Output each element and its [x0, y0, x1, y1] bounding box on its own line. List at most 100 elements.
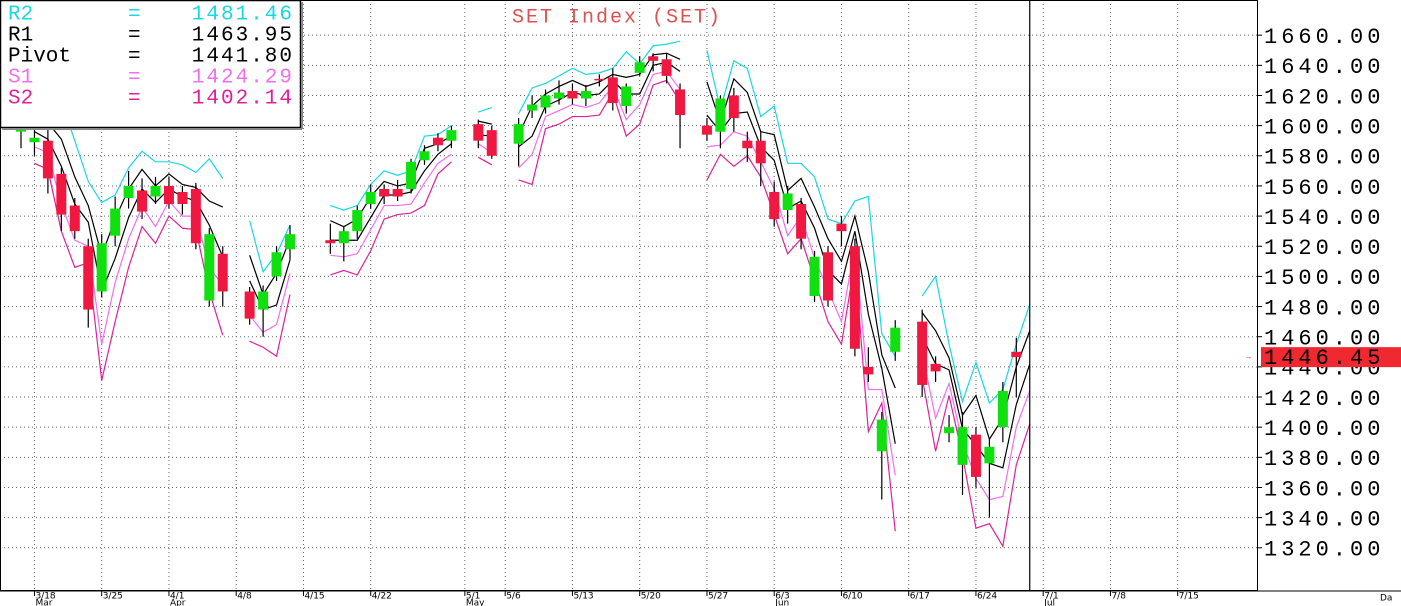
x-tick-label: 6/10	[842, 592, 862, 602]
candle-body	[137, 190, 147, 211]
legend-name: S1	[8, 67, 33, 90]
candle-body	[56, 174, 66, 215]
candle-body	[541, 95, 551, 107]
month-label: Apr	[170, 599, 186, 606]
x-tick-label: 4/8	[237, 592, 252, 602]
candle-body	[339, 231, 349, 243]
candle-body	[191, 189, 201, 243]
x-tick-label: 4/15	[304, 592, 324, 602]
candle-body	[70, 206, 80, 232]
candle-body	[715, 98, 725, 131]
candle-body	[581, 91, 591, 99]
y-tick-label: 1320.00	[1264, 538, 1384, 563]
legend-separator: =	[128, 25, 141, 48]
month-label: Mar	[35, 599, 52, 606]
month-label: Jul	[1043, 599, 1055, 606]
candle-body	[406, 162, 416, 189]
candle-body	[675, 89, 685, 115]
x-tick-label: 4/22	[372, 592, 392, 602]
candle-body	[756, 141, 766, 164]
month-label: May	[466, 599, 485, 606]
candle-body	[702, 126, 712, 135]
legend-separator: =	[128, 67, 141, 90]
candle-body	[285, 234, 295, 249]
candle-body	[110, 209, 120, 236]
candle-body	[971, 435, 981, 477]
candle-body	[931, 364, 941, 372]
candle-body	[998, 391, 1008, 427]
legend-separator: =	[128, 4, 141, 27]
candle-body	[473, 124, 483, 141]
x-tick-label: 5/13	[573, 592, 593, 602]
candle-body	[863, 367, 873, 375]
y-tick-label: 1580.00	[1264, 146, 1384, 171]
candle-body	[635, 62, 645, 73]
x-tick-label: 5/27	[708, 592, 728, 602]
x-tick-label: 7/8	[1111, 592, 1126, 602]
y-tick-label: 1640.00	[1264, 55, 1384, 80]
candle-body	[433, 138, 443, 146]
candle-body	[124, 186, 134, 198]
candle-body	[984, 447, 994, 464]
candle-body	[796, 204, 806, 239]
legend-name: R2	[8, 4, 33, 27]
candle-body	[783, 193, 793, 210]
y-tick-label: 1360.00	[1264, 477, 1384, 502]
candle-body	[420, 151, 430, 160]
x-tick-label: 5/20	[641, 592, 661, 602]
candle-body	[877, 420, 887, 452]
y-tick-label: 1420.00	[1264, 387, 1384, 412]
y-tick-label: 1340.00	[1264, 507, 1384, 532]
candle-body	[850, 246, 860, 349]
candle-body	[527, 105, 537, 111]
candle-body	[594, 79, 604, 81]
candle-body	[204, 234, 214, 300]
chart: 1320.001340.001360.001380.001400.001420.…	[0, 0, 1401, 606]
candle-body	[245, 291, 255, 318]
candle-body	[769, 192, 779, 219]
y-tick-label: 1540.00	[1264, 206, 1384, 231]
candle-body	[446, 130, 456, 141]
legend-value: 1481.46	[192, 4, 294, 27]
legend-value: 1463.95	[192, 25, 294, 48]
candle-body	[1011, 352, 1021, 357]
candle-body	[97, 243, 107, 291]
candle-body	[487, 130, 497, 156]
last-price-label: 1446.45	[1264, 346, 1384, 371]
candle-body	[917, 322, 927, 385]
candle-body	[366, 192, 376, 204]
candle-body	[258, 291, 268, 309]
legend-value: 1424.29	[192, 67, 294, 90]
candle-body	[648, 56, 658, 61]
y-tick-label: 1620.00	[1264, 85, 1384, 110]
y-tick-label: 1480.00	[1264, 296, 1384, 321]
legend-name: R1	[8, 25, 33, 48]
candle-body	[164, 186, 174, 204]
x-tick-label: 3/25	[103, 592, 123, 602]
x-tick-label: 7/15	[1179, 592, 1199, 602]
candle-body	[177, 192, 187, 204]
candle-body	[218, 254, 228, 292]
candle-body	[823, 252, 833, 300]
candle-body	[836, 224, 846, 232]
x-tick-label: 6/17	[910, 592, 930, 602]
candle-body	[43, 141, 53, 179]
legend-separator: =	[128, 46, 141, 69]
candle-body	[890, 328, 900, 352]
y-tick-label: 1520.00	[1264, 236, 1384, 261]
y-tick-label: 1400.00	[1264, 417, 1384, 442]
candle-body	[29, 138, 39, 143]
candle-body	[662, 59, 672, 76]
candle-body	[514, 124, 524, 144]
candle-body	[729, 95, 739, 118]
candle-body	[944, 427, 954, 433]
y-tick-label: 1560.00	[1264, 176, 1384, 201]
month-label: Jun	[774, 599, 789, 606]
candle-body	[272, 252, 282, 276]
legend-value: 1441.80	[192, 46, 294, 69]
candle-body	[151, 186, 161, 197]
candle-body	[379, 189, 389, 197]
x-tick-label: 5/6	[506, 592, 521, 602]
legend-separator: =	[128, 88, 141, 111]
candle-body	[325, 240, 335, 243]
